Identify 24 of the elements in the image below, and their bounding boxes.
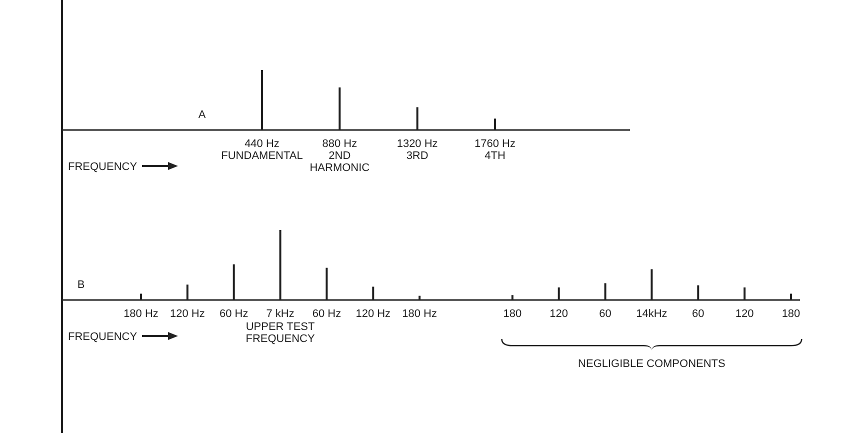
x-tick-label: 180	[782, 308, 800, 320]
text: B	[77, 279, 85, 291]
x-tick-label: 120	[550, 308, 568, 320]
text: FREQUENCY	[68, 161, 138, 173]
x-tick-label: 60 Hz	[312, 308, 342, 320]
x-tick-label: 180	[503, 308, 522, 320]
x-tick-label: 1320 Hz 3RD	[396, 138, 438, 162]
text: NEGLIGIBLE COMPONENTS	[578, 358, 726, 370]
x-tick-label: 1760 Hz 4TH	[474, 138, 516, 162]
x-tick-label: 120 Hz	[356, 308, 391, 320]
x-tick-label: 120 Hz	[170, 308, 205, 320]
x-tick-label: 880 Hz 2ND HARMONIC	[310, 138, 370, 174]
x-tick-label: 7 kHz	[266, 308, 294, 320]
text: FREQUENCY	[68, 331, 138, 343]
x-tick-label: 440 Hz FUNDAMENTAL	[221, 138, 303, 162]
x-tick-label: 60 Hz	[219, 308, 248, 320]
x-tick-label: 60	[599, 308, 612, 320]
x-tick-label: 14kHz	[636, 308, 668, 320]
x-tick-label: 180 Hz	[124, 308, 158, 320]
x-tick-label: 120	[735, 308, 754, 320]
x-tick-label: 60	[692, 308, 704, 320]
x-tick-label: 180 Hz	[402, 308, 437, 320]
text: UPPER TEST FREQUENCY	[246, 321, 316, 345]
text: A	[198, 109, 206, 121]
